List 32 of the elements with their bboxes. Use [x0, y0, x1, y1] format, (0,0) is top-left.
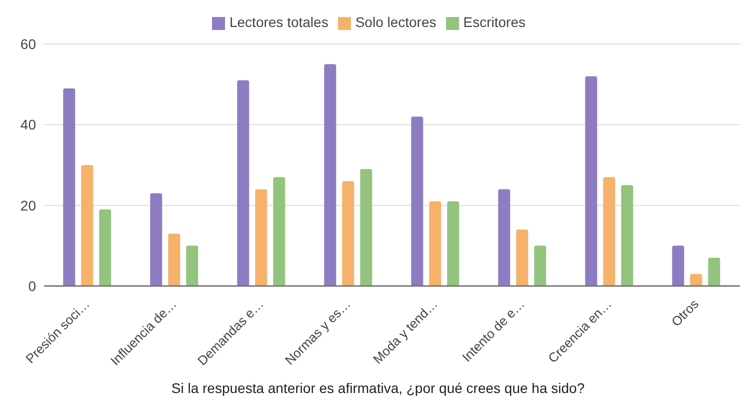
bar — [273, 177, 286, 286]
y-tick-label: 60 — [20, 36, 36, 52]
bar — [621, 185, 634, 286]
bar — [447, 201, 460, 286]
bar — [186, 246, 198, 286]
bar — [708, 258, 720, 286]
bar — [63, 88, 76, 286]
bar — [690, 274, 702, 286]
y-tick-label: 0 — [28, 278, 36, 294]
bar — [672, 246, 684, 286]
bar — [360, 169, 372, 286]
legend-label: Escritores — [463, 14, 526, 30]
bar — [411, 116, 424, 286]
bar — [150, 193, 162, 286]
bar — [342, 181, 354, 286]
y-tick-label: 40 — [20, 116, 36, 133]
bar — [585, 76, 598, 286]
bar — [516, 230, 528, 286]
bar — [237, 80, 250, 286]
y-tick-label: 20 — [20, 197, 36, 214]
bar — [99, 209, 112, 286]
x-axis-title: Si la respuesta anterior es afirmativa, ¿por qué crees que ha sido? — [170, 380, 586, 396]
legend-label: Solo lectores — [355, 14, 436, 30]
bar — [603, 177, 616, 286]
bar — [324, 64, 336, 286]
bar — [168, 234, 180, 286]
bar — [498, 189, 510, 286]
bar — [81, 165, 94, 286]
bar — [429, 201, 442, 286]
legend-label: Lectores totales — [229, 14, 328, 30]
bar — [255, 189, 268, 286]
bar — [534, 246, 546, 286]
